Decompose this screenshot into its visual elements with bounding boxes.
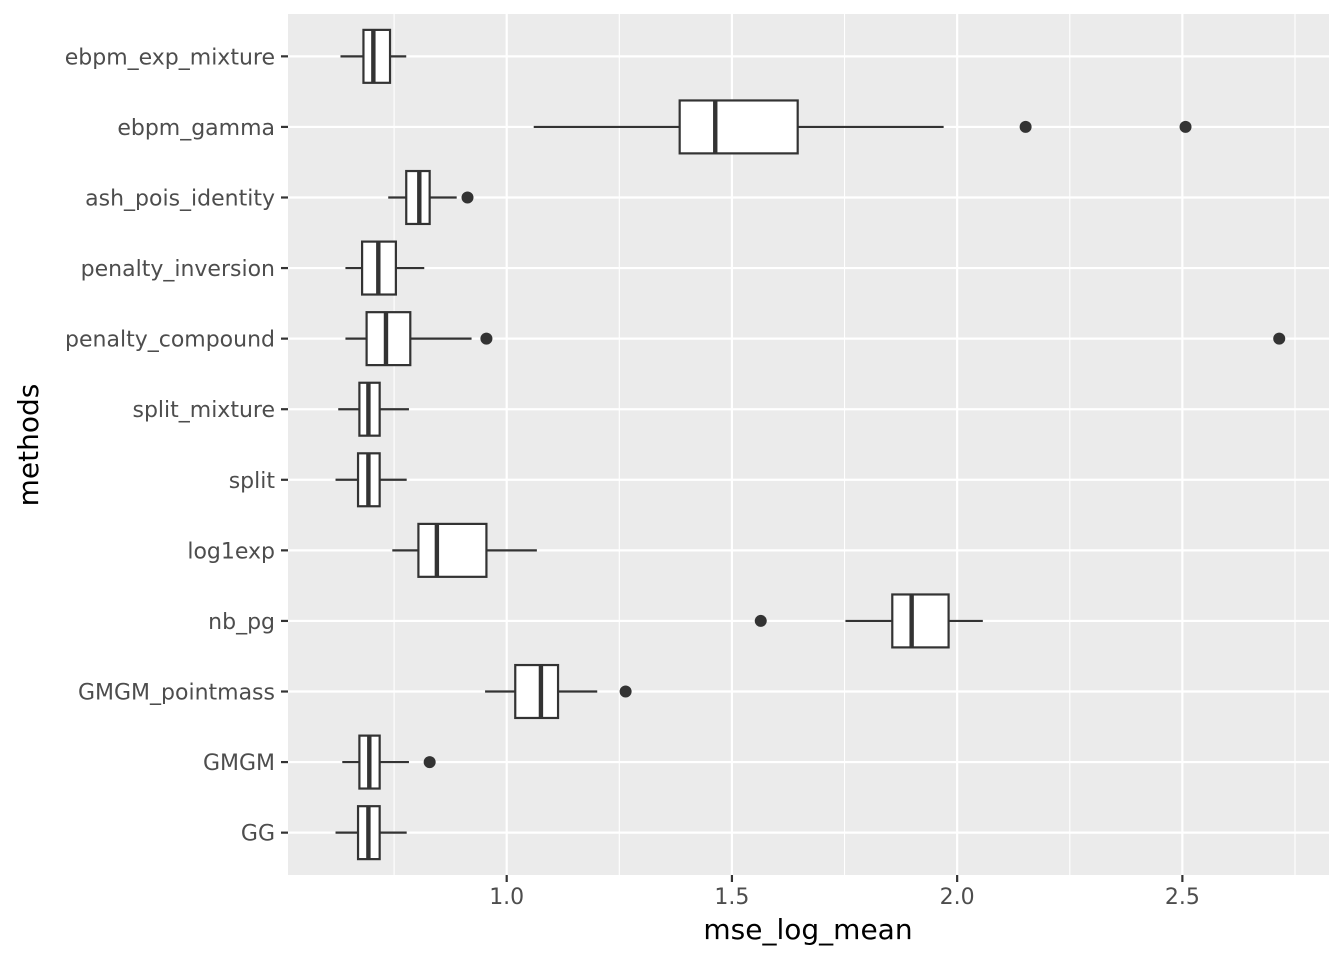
y-tick-label: split <box>229 469 276 494</box>
box-GG <box>335 805 407 861</box>
y-tick-label: penalty_inversion <box>81 257 275 282</box>
x-axis-title: mse_log_mean <box>703 913 912 946</box>
boxes <box>335 28 1286 861</box>
y-tick-label: GG <box>241 822 275 847</box>
grid-lines <box>288 14 1329 875</box>
x-tick-label: 2.0 <box>940 885 975 910</box>
outlier-point <box>754 614 767 627</box>
y-tick-label: ash_pois_identity <box>85 186 275 211</box>
iqr-box <box>362 28 392 84</box>
outlier-point <box>1019 120 1032 133</box>
axes: GG GMGM GMGM_pointmass nb_pg log1exp split spl… <box>65 45 1200 910</box>
iqr-box <box>678 99 799 155</box>
y-tick-label: log1exp <box>187 539 275 564</box>
outlier-point <box>619 685 632 698</box>
iqr-box <box>417 522 488 578</box>
iqr-box <box>514 663 560 720</box>
y-axis-title: methods <box>12 384 45 507</box>
y-tick-label: split_mixture <box>132 398 275 423</box>
box-GMGM <box>342 734 436 790</box>
outlier-point <box>480 332 493 345</box>
outlier-point <box>1179 120 1192 133</box>
box-ebpm_exp_mixture <box>340 28 407 84</box>
box-split <box>335 452 407 508</box>
y-tick-label: GMGM <box>203 751 275 776</box>
y-tick-label: nb_pg <box>208 610 275 635</box>
panel-background <box>288 14 1329 875</box>
box-nb_pg <box>754 593 983 649</box>
outlier-point <box>1273 332 1286 345</box>
box-GMGM_pointmass <box>485 663 632 720</box>
y-tick-label: GMGM_pointmass <box>78 681 275 706</box>
box-split_mixture <box>338 381 409 437</box>
outlier-point <box>461 191 474 204</box>
box-ash_pois_identity <box>388 169 474 226</box>
outlier-point <box>423 756 436 769</box>
iqr-box <box>365 311 412 367</box>
x-tick-label: 1.5 <box>714 885 749 910</box>
x-tick-label: 2.5 <box>1165 885 1200 910</box>
iqr-box <box>891 593 950 649</box>
y-tick-label: ebpm_exp_mixture <box>65 45 275 70</box>
x-tick-label: 1.0 <box>489 885 524 910</box>
y-tick-label: ebpm_gamma <box>117 116 275 141</box>
y-tick-label: penalty_compound <box>65 328 275 353</box>
box-log1exp <box>392 522 537 578</box>
box-ebpm_gamma <box>533 99 1192 155</box>
box-penalty_compound <box>345 311 1286 367</box>
box-penalty_inversion <box>345 240 425 296</box>
